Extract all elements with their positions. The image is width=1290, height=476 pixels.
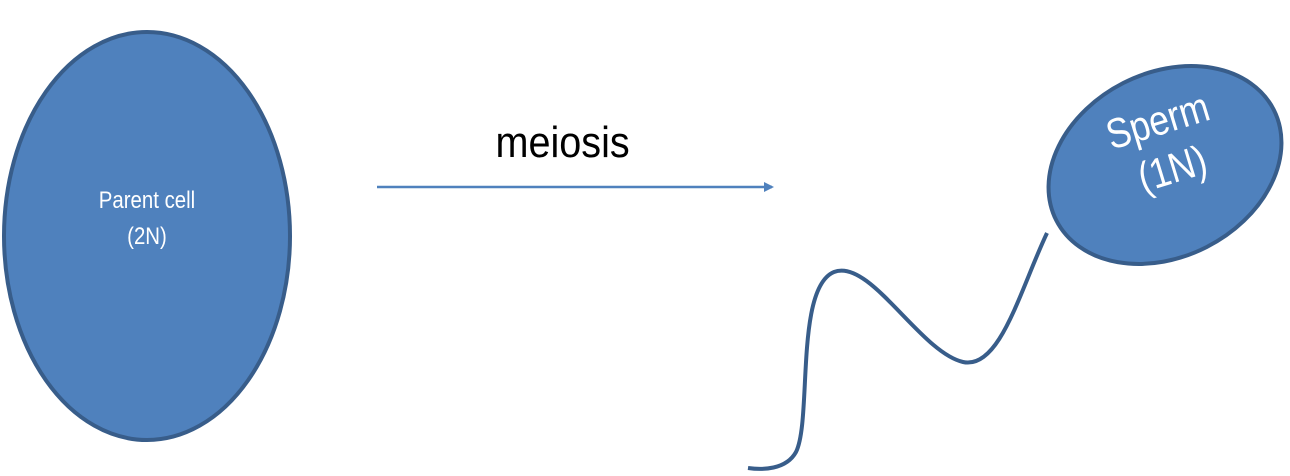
sperm-tail — [747, 232, 1049, 471]
sperm-head — [1046, 64, 1284, 266]
parent-cell — [2, 30, 292, 442]
parent-cell-ploidy: (2N) — [127, 223, 167, 250]
parent-cell-label: Parent cell (2N) — [62, 183, 232, 255]
meiosis-label: meiosis — [495, 118, 630, 167]
parent-cell-name: Parent cell — [98, 187, 196, 214]
